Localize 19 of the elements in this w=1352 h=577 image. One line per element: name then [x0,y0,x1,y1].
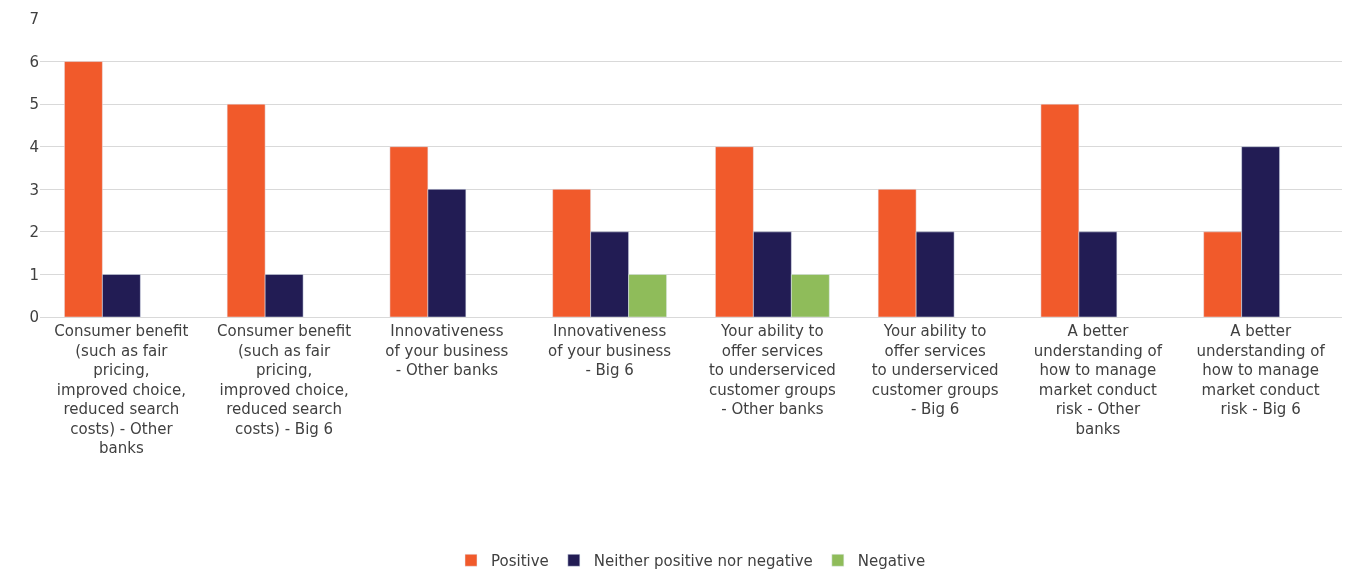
legend-label: Positive [491,552,549,571]
legend-label: Neither positive nor negative [593,552,813,571]
y-tick-label: 2 [29,223,39,242]
x-tick-label: A better understanding of how to manage market conduct risk - Big 6 [1196,322,1326,418]
legend-label: Negative [857,552,926,571]
x-tick-label: Consumer benefit (such as fair pricing, improved choice, reduced search costs) - Big 6 [217,322,352,438]
x-tick-label: Consumer benefit (such as fair pricing, improved choice, reduced search costs) - Other banks [54,322,189,457]
x-tick-label: Your ability to offer services to underserviced customer groups - Other banks [708,322,836,418]
y-tick-label: 6 [29,52,39,71]
y-tick-label: 0 [29,308,39,327]
y-tick-label: 5 [29,95,39,114]
x-tick-label: Innovativeness of your business - Other banks [385,322,509,379]
y-tick-label: 4 [29,137,39,156]
y-tick-label: 3 [29,180,39,199]
x-tick-label: Innovativeness of your business - Big 6 [548,322,672,379]
y-tick-label: 7 [29,10,39,29]
x-tick-label: A better understanding of how to manage market conduct risk - Other banks [1033,322,1163,438]
y-tick-label: 1 [29,265,39,284]
x-tick-label: Your ability to offer services to underserviced customer groups - Big 6 [871,322,999,418]
